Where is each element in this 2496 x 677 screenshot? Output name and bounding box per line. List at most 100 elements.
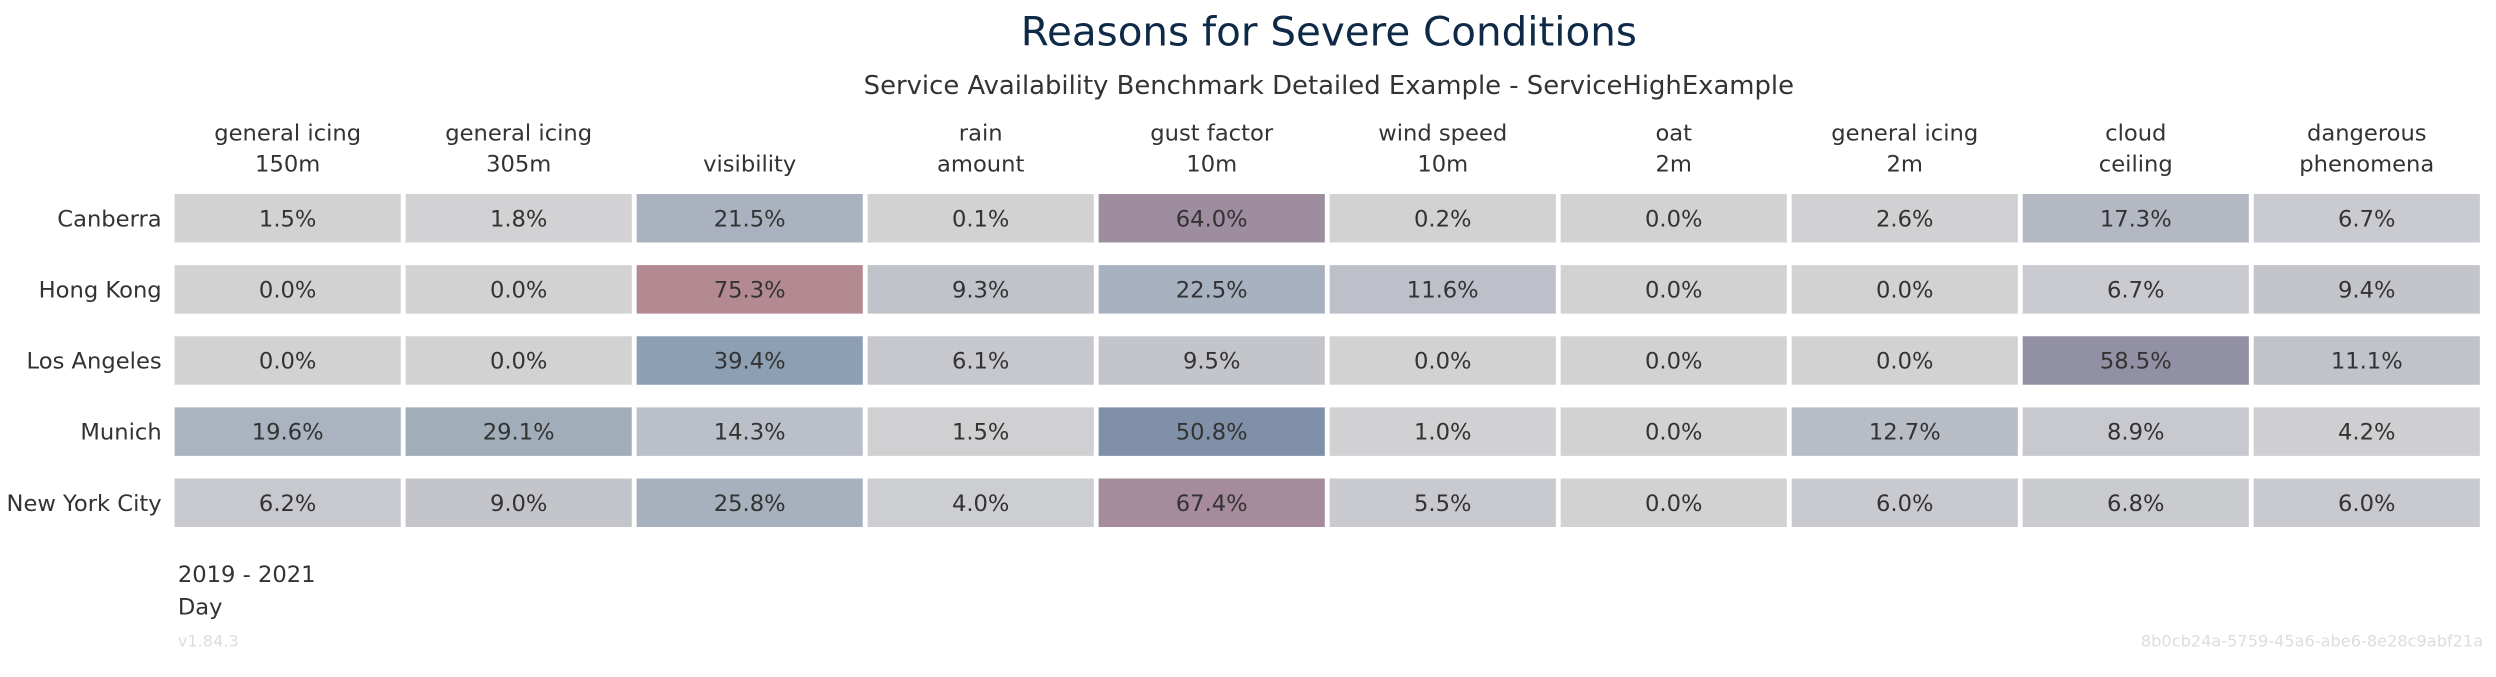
- cell-label: 64.0%: [1176, 206, 1248, 232]
- cell-label: 22.5%: [1176, 277, 1248, 303]
- cell-label: 14.3%: [714, 420, 786, 446]
- cell-label: 17.3%: [2100, 206, 2172, 232]
- heatmap-cell: [636, 336, 863, 385]
- cell-label: 6.7%: [2338, 206, 2395, 232]
- cell-label: 1.8%: [490, 206, 547, 232]
- cell-label: 4.2%: [2338, 420, 2395, 446]
- cell-label: 0.1%: [952, 206, 1009, 232]
- row-label: Los Angeles: [27, 349, 162, 375]
- column-header-line2: 2m: [1887, 151, 1923, 177]
- heatmap-cell: [1560, 336, 1787, 385]
- cell-label: 0.0%: [259, 349, 316, 375]
- heatmap-cell: [636, 407, 863, 456]
- heatmap-cell: [1560, 193, 1787, 243]
- row-label: Hong Kong: [39, 277, 162, 303]
- cell-label: 0.0%: [259, 277, 316, 303]
- chart-subtitle: Service Availability Benchmark Detailed …: [864, 71, 1794, 101]
- heatmap-cell: [636, 193, 863, 243]
- heatmap-cell: [2022, 336, 2249, 385]
- column-header-line1: cloud: [2105, 121, 2166, 147]
- heatmap-cell: [2253, 407, 2480, 456]
- heatmap-cell: [1098, 407, 1325, 456]
- cell-label: 25.8%: [714, 491, 786, 517]
- heatmap-cell: [636, 478, 863, 528]
- column-header-line1: oat: [1655, 121, 1692, 147]
- cell-label: 5.5%: [1414, 491, 1471, 517]
- heatmap-cell: [867, 193, 1094, 243]
- heatmap-cell: [1098, 336, 1325, 385]
- cell-label: 0.0%: [1645, 206, 1702, 232]
- column-header-line2: 10m: [1417, 151, 1468, 177]
- cell-label: 0.0%: [1645, 349, 1702, 375]
- row-label: Canberra: [57, 206, 161, 232]
- heatmap-cells: 1.5% 1.8% 21.5% 0.1% 64.0% 0.2% 0.0% 2.6% 17.3% 6…: [174, 193, 2480, 528]
- cell-label: 0.0%: [490, 349, 547, 375]
- cell-label: 0.0%: [1876, 277, 1933, 303]
- column-header-line2: amount: [937, 151, 1024, 177]
- heatmap-cell: [867, 265, 1094, 314]
- heatmap-cell: [2253, 193, 2480, 243]
- cell-label: 9.0%: [490, 491, 547, 517]
- footer-period: 2019 - 2021: [178, 562, 316, 588]
- column-header-line2: 305m: [486, 151, 551, 177]
- cell-label: 11.1%: [2331, 349, 2403, 375]
- heatmap-cell: [1098, 265, 1325, 314]
- cell-label: 0.2%: [1414, 206, 1471, 232]
- cell-label: 9.4%: [2338, 277, 2395, 303]
- cell-label: 0.0%: [1645, 277, 1702, 303]
- cell-label: 1.0%: [1414, 420, 1471, 446]
- row-labels: Canberra Hong Kong Los Angeles Munich New Yo…: [7, 206, 162, 517]
- column-headers: general icing 150m general icing 305m visibi…: [214, 121, 2434, 178]
- cell-label: 6.8%: [2107, 491, 2164, 517]
- cell-label: 6.0%: [2338, 491, 2395, 517]
- cell-label: 9.5%: [1183, 349, 1240, 375]
- cell-label: 1.5%: [952, 420, 1009, 446]
- heatmap-cell: [636, 265, 863, 314]
- cell-label: 6.7%: [2107, 277, 2164, 303]
- cell-label: 0.0%: [1414, 349, 1471, 375]
- footer-resolution: Day: [178, 594, 223, 620]
- heatmap-cell: [1329, 478, 1556, 528]
- column-header-line2: phenomena: [2299, 151, 2434, 177]
- column-header-line1: general icing: [1831, 121, 1978, 147]
- cell-label: 19.6%: [252, 420, 324, 446]
- heatmap-cell: [1791, 265, 2018, 314]
- column-header-line1: dangerous: [2307, 121, 2427, 147]
- heatmap-cell: [405, 265, 632, 314]
- heatmap-cell: [2022, 265, 2249, 314]
- heatmap-cell: [174, 336, 401, 385]
- heatmap-cell: [1560, 265, 1787, 314]
- heatmap-cell: [1560, 478, 1787, 528]
- heatmap-cell: [1329, 193, 1556, 243]
- footer-version: v1.84.3: [178, 632, 239, 651]
- cell-label: 0.0%: [1645, 420, 1702, 446]
- heatmap-cell: [1791, 193, 2018, 243]
- column-header-line2: 2m: [1656, 151, 1692, 177]
- cell-label: 8.9%: [2107, 420, 2164, 446]
- heatmap-cell: [1791, 407, 2018, 456]
- cell-label: 21.5%: [714, 206, 786, 232]
- cell-label: 58.5%: [2100, 349, 2172, 375]
- heatmap-cell: [1560, 407, 1787, 456]
- heatmap-cell: [2022, 478, 2249, 528]
- heatmap-cell: [174, 478, 401, 528]
- heatmap-cell: [2022, 407, 2249, 456]
- cell-label: 12.7%: [1869, 420, 1941, 446]
- heatmap-cell: [174, 407, 401, 456]
- column-header-line1: general icing: [214, 121, 361, 147]
- heatmap-cell: [1098, 478, 1325, 528]
- cell-label: 6.0%: [1876, 491, 1933, 517]
- heatmap-cell: [2253, 265, 2480, 314]
- cell-label: 39.4%: [714, 349, 786, 375]
- heatmap-cell: [2022, 193, 2249, 243]
- heatmap-cell: [2253, 336, 2480, 385]
- heatmap-cell: [1329, 407, 1556, 456]
- row-label: Munich: [80, 420, 161, 446]
- heatmap-cell: [174, 193, 401, 243]
- heatmap-cell: [1791, 478, 2018, 528]
- footer-id: 8b0cb24a-5759-45a6-abe6-8e28c9abf21a: [2141, 632, 2483, 651]
- column-header-line2: visibility: [703, 151, 796, 177]
- heatmap-cell: [2253, 478, 2480, 528]
- heatmap-cell: [1791, 336, 2018, 385]
